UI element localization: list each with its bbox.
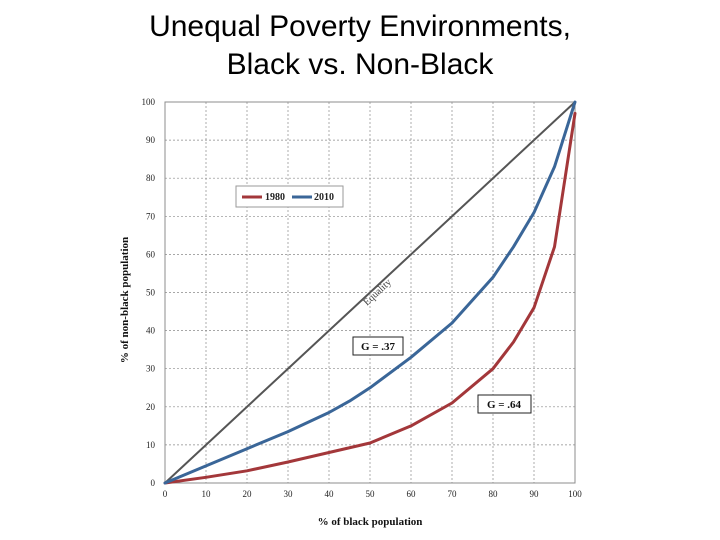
- legend: 1980 2010: [235, 185, 344, 208]
- x-tick-label: 70: [448, 489, 458, 499]
- slide-title-line-2: Black vs. Non-Black: [226, 48, 494, 81]
- y-tick-label: 50: [146, 288, 156, 298]
- x-axis-title: % of black population: [318, 516, 423, 528]
- x-tick-label: 0: [163, 489, 168, 499]
- grid: [165, 102, 575, 483]
- x-tick-label: 10: [202, 489, 212, 499]
- y-tick-label: 90: [146, 135, 156, 145]
- x-tick-label: 30: [284, 489, 294, 499]
- x-tick-label: 90: [530, 489, 540, 499]
- annotation-text: G = .37: [361, 341, 396, 353]
- y-tick-label: 30: [146, 364, 156, 374]
- y-axis-title: % of non-black population: [119, 237, 131, 363]
- series-lines: [163, 100, 577, 485]
- legend-label-1980: 1980: [265, 192, 285, 203]
- gini-annotation-2010: G = .37: [352, 336, 404, 356]
- y-tick-label: 20: [146, 402, 156, 412]
- annotation-box: [477, 394, 532, 414]
- y-tick-label: 0: [151, 478, 156, 488]
- gini-annotation-1980: G = .64: [477, 394, 532, 414]
- x-tick-label: 40: [325, 489, 335, 499]
- annotation-box: [352, 336, 404, 356]
- y-tick-label: 10: [146, 440, 156, 450]
- slide-title-line-1: Unequal Poverty Environments,: [149, 10, 571, 43]
- series-line-1980: [163, 111, 577, 485]
- series-line-2010: [163, 100, 577, 485]
- x-tick-label: 80: [489, 489, 499, 499]
- y-tick-label: 70: [146, 211, 156, 221]
- y-tick-label: 80: [146, 173, 156, 183]
- y-tick-label: 40: [146, 326, 156, 336]
- slide-title: Unequal Poverty Environments, Black vs. …: [0, 8, 720, 84]
- annotation-text: G = .64: [487, 399, 522, 411]
- x-tick-label: 60: [407, 489, 417, 499]
- y-tick-label: 60: [146, 249, 156, 259]
- legend-box: [235, 185, 344, 208]
- x-tick-label: 100: [568, 489, 582, 499]
- x-tick-label: 50: [366, 489, 376, 499]
- y-tick-label: 100: [142, 97, 156, 107]
- legend-label-2010: 2010: [314, 192, 334, 203]
- tick-labels: 0 10 20 30 40 50 60 70 80 90 100 0 10 20 30 40 50 60 70 80 9…: [142, 97, 583, 499]
- x-tick-label: 20: [243, 489, 253, 499]
- equality-line: [164, 101, 576, 484]
